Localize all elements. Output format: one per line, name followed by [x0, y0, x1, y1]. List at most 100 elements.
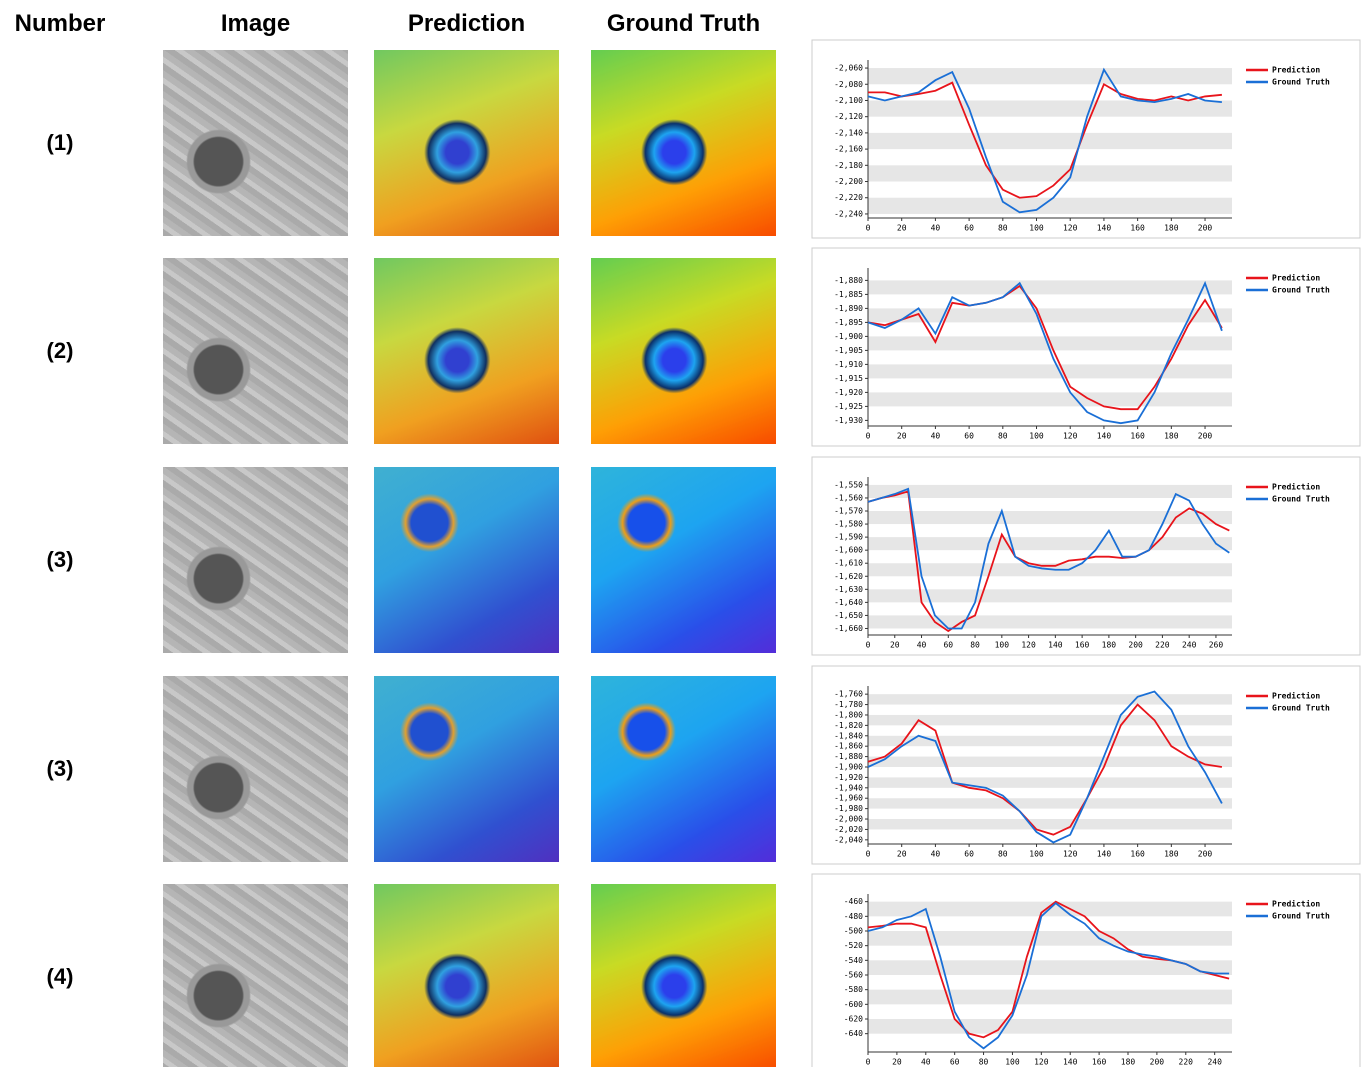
grid-band: [868, 798, 1232, 808]
y-tick-label: -1,630: [834, 585, 863, 594]
grid-band: [868, 392, 1232, 406]
y-tick-label: -1,650: [834, 611, 863, 620]
x-tick-label: 80: [998, 224, 1008, 233]
x-tick-label: 140: [1097, 432, 1112, 441]
x-tick-label: 260: [1209, 641, 1224, 650]
x-tick-label: 60: [964, 224, 974, 233]
x-tick-label: 40: [917, 641, 927, 650]
grid-band: [868, 511, 1232, 524]
y-tick-label: -520: [844, 941, 863, 950]
x-tick-label: 0: [866, 641, 871, 650]
x-tick-label: 160: [1130, 224, 1145, 233]
y-tick-label: -580: [844, 985, 863, 994]
x-tick-label: 100: [1029, 850, 1044, 859]
grid-band: [868, 757, 1232, 767]
x-tick-label: 120: [1021, 641, 1036, 650]
y-tick-label: -1,910: [834, 360, 863, 369]
data-line: [868, 489, 1229, 629]
y-tick-label: -2,080: [834, 80, 863, 89]
x-tick-label: 160: [1130, 432, 1145, 441]
y-tick-label: -480: [844, 912, 863, 921]
y-tick-label: -2,200: [834, 177, 863, 186]
figure: Number Image Prediction Ground Truth (1)…: [0, 0, 1368, 1067]
x-tick-label: 60: [964, 432, 974, 441]
y-tick-label: -1,880: [834, 752, 863, 761]
y-tick-label: -1,820: [834, 721, 863, 730]
y-tick-label: -2,180: [834, 161, 863, 170]
legend-label: Ground Truth: [1272, 78, 1330, 87]
y-tick-label: -1,920: [834, 773, 863, 782]
grid-band: [868, 537, 1232, 550]
x-tick-label: 180: [1121, 1058, 1136, 1067]
x-tick-label: 180: [1164, 224, 1179, 233]
grid-band: [868, 777, 1232, 787]
x-tick-label: 20: [897, 850, 907, 859]
x-tick-label: 20: [892, 1058, 902, 1067]
x-tick-label: 180: [1164, 432, 1179, 441]
y-tick-label: -1,840: [834, 731, 863, 740]
grid-band: [868, 68, 1232, 84]
x-tick-label: 60: [943, 641, 953, 650]
y-tick-label: -1,760: [834, 690, 863, 699]
y-tick-label: -1,580: [834, 520, 863, 529]
x-tick-label: 140: [1097, 224, 1112, 233]
y-tick-label: -460: [844, 897, 863, 906]
x-tick-label: 20: [897, 432, 907, 441]
x-tick-label: 160: [1092, 1058, 1107, 1067]
y-tick-label: -1,890: [834, 304, 863, 313]
legend-label: Ground Truth: [1272, 704, 1330, 713]
x-tick-label: 180: [1102, 641, 1117, 650]
x-tick-label: 100: [1029, 432, 1044, 441]
grid-band: [868, 165, 1232, 181]
x-tick-label: 120: [1034, 1058, 1049, 1067]
legend-label: Ground Truth: [1272, 495, 1330, 504]
x-tick-label: 120: [1063, 850, 1078, 859]
y-tick-label: -620: [844, 1015, 863, 1024]
x-tick-label: 120: [1063, 224, 1078, 233]
y-tick-label: -1,600: [834, 546, 863, 555]
y-tick-label: -1,660: [834, 624, 863, 633]
y-tick-label: -1,895: [834, 318, 863, 327]
grid-band: [868, 931, 1232, 946]
grid-band: [868, 1019, 1232, 1034]
x-tick-label: 200: [1150, 1058, 1165, 1067]
x-tick-label: 40: [921, 1058, 931, 1067]
y-tick-label: -1,560: [834, 493, 863, 502]
y-tick-label: -1,915: [834, 374, 863, 383]
x-tick-label: 200: [1198, 432, 1213, 441]
x-tick-label: 200: [1198, 224, 1213, 233]
y-tick-label: -1,590: [834, 533, 863, 542]
legend-label: Prediction: [1272, 691, 1320, 701]
legend-label: Prediction: [1272, 899, 1320, 909]
y-tick-label: -2,060: [834, 64, 863, 73]
y-tick-label: -1,880: [834, 276, 863, 285]
x-tick-label: 100: [1029, 224, 1044, 233]
x-tick-label: 240: [1207, 1058, 1222, 1067]
y-tick-label: -1,925: [834, 402, 863, 411]
x-tick-label: 0: [866, 224, 871, 233]
y-tick-label: -1,900: [834, 332, 863, 341]
y-tick-label: -1,980: [834, 804, 863, 813]
x-tick-label: 220: [1155, 641, 1170, 650]
x-tick-label: 80: [998, 432, 1008, 441]
y-tick-label: -2,020: [834, 825, 863, 834]
y-tick-label: -2,160: [834, 145, 863, 154]
y-tick-label: -540: [844, 956, 863, 965]
y-tick-label: -1,620: [834, 572, 863, 581]
legend-label: Prediction: [1272, 482, 1320, 492]
x-tick-label: 100: [995, 641, 1010, 650]
x-tick-label: 220: [1179, 1058, 1194, 1067]
grid-band: [868, 364, 1232, 378]
x-tick-label: 40: [931, 432, 941, 441]
x-tick-label: 140: [1097, 850, 1112, 859]
x-tick-label: 180: [1164, 850, 1179, 859]
y-tick-label: -1,780: [834, 700, 863, 709]
legend-label: Prediction: [1272, 65, 1320, 75]
x-tick-label: 140: [1063, 1058, 1078, 1067]
x-tick-label: 80: [970, 641, 980, 650]
x-tick-label: 40: [931, 224, 941, 233]
x-tick-label: 40: [931, 850, 941, 859]
charts: -2,060-2,080-2,100-2,120-2,140-2,160-2,1…: [0, 0, 1368, 1067]
y-tick-label: -2,240: [834, 209, 863, 218]
grid-band: [868, 280, 1232, 294]
